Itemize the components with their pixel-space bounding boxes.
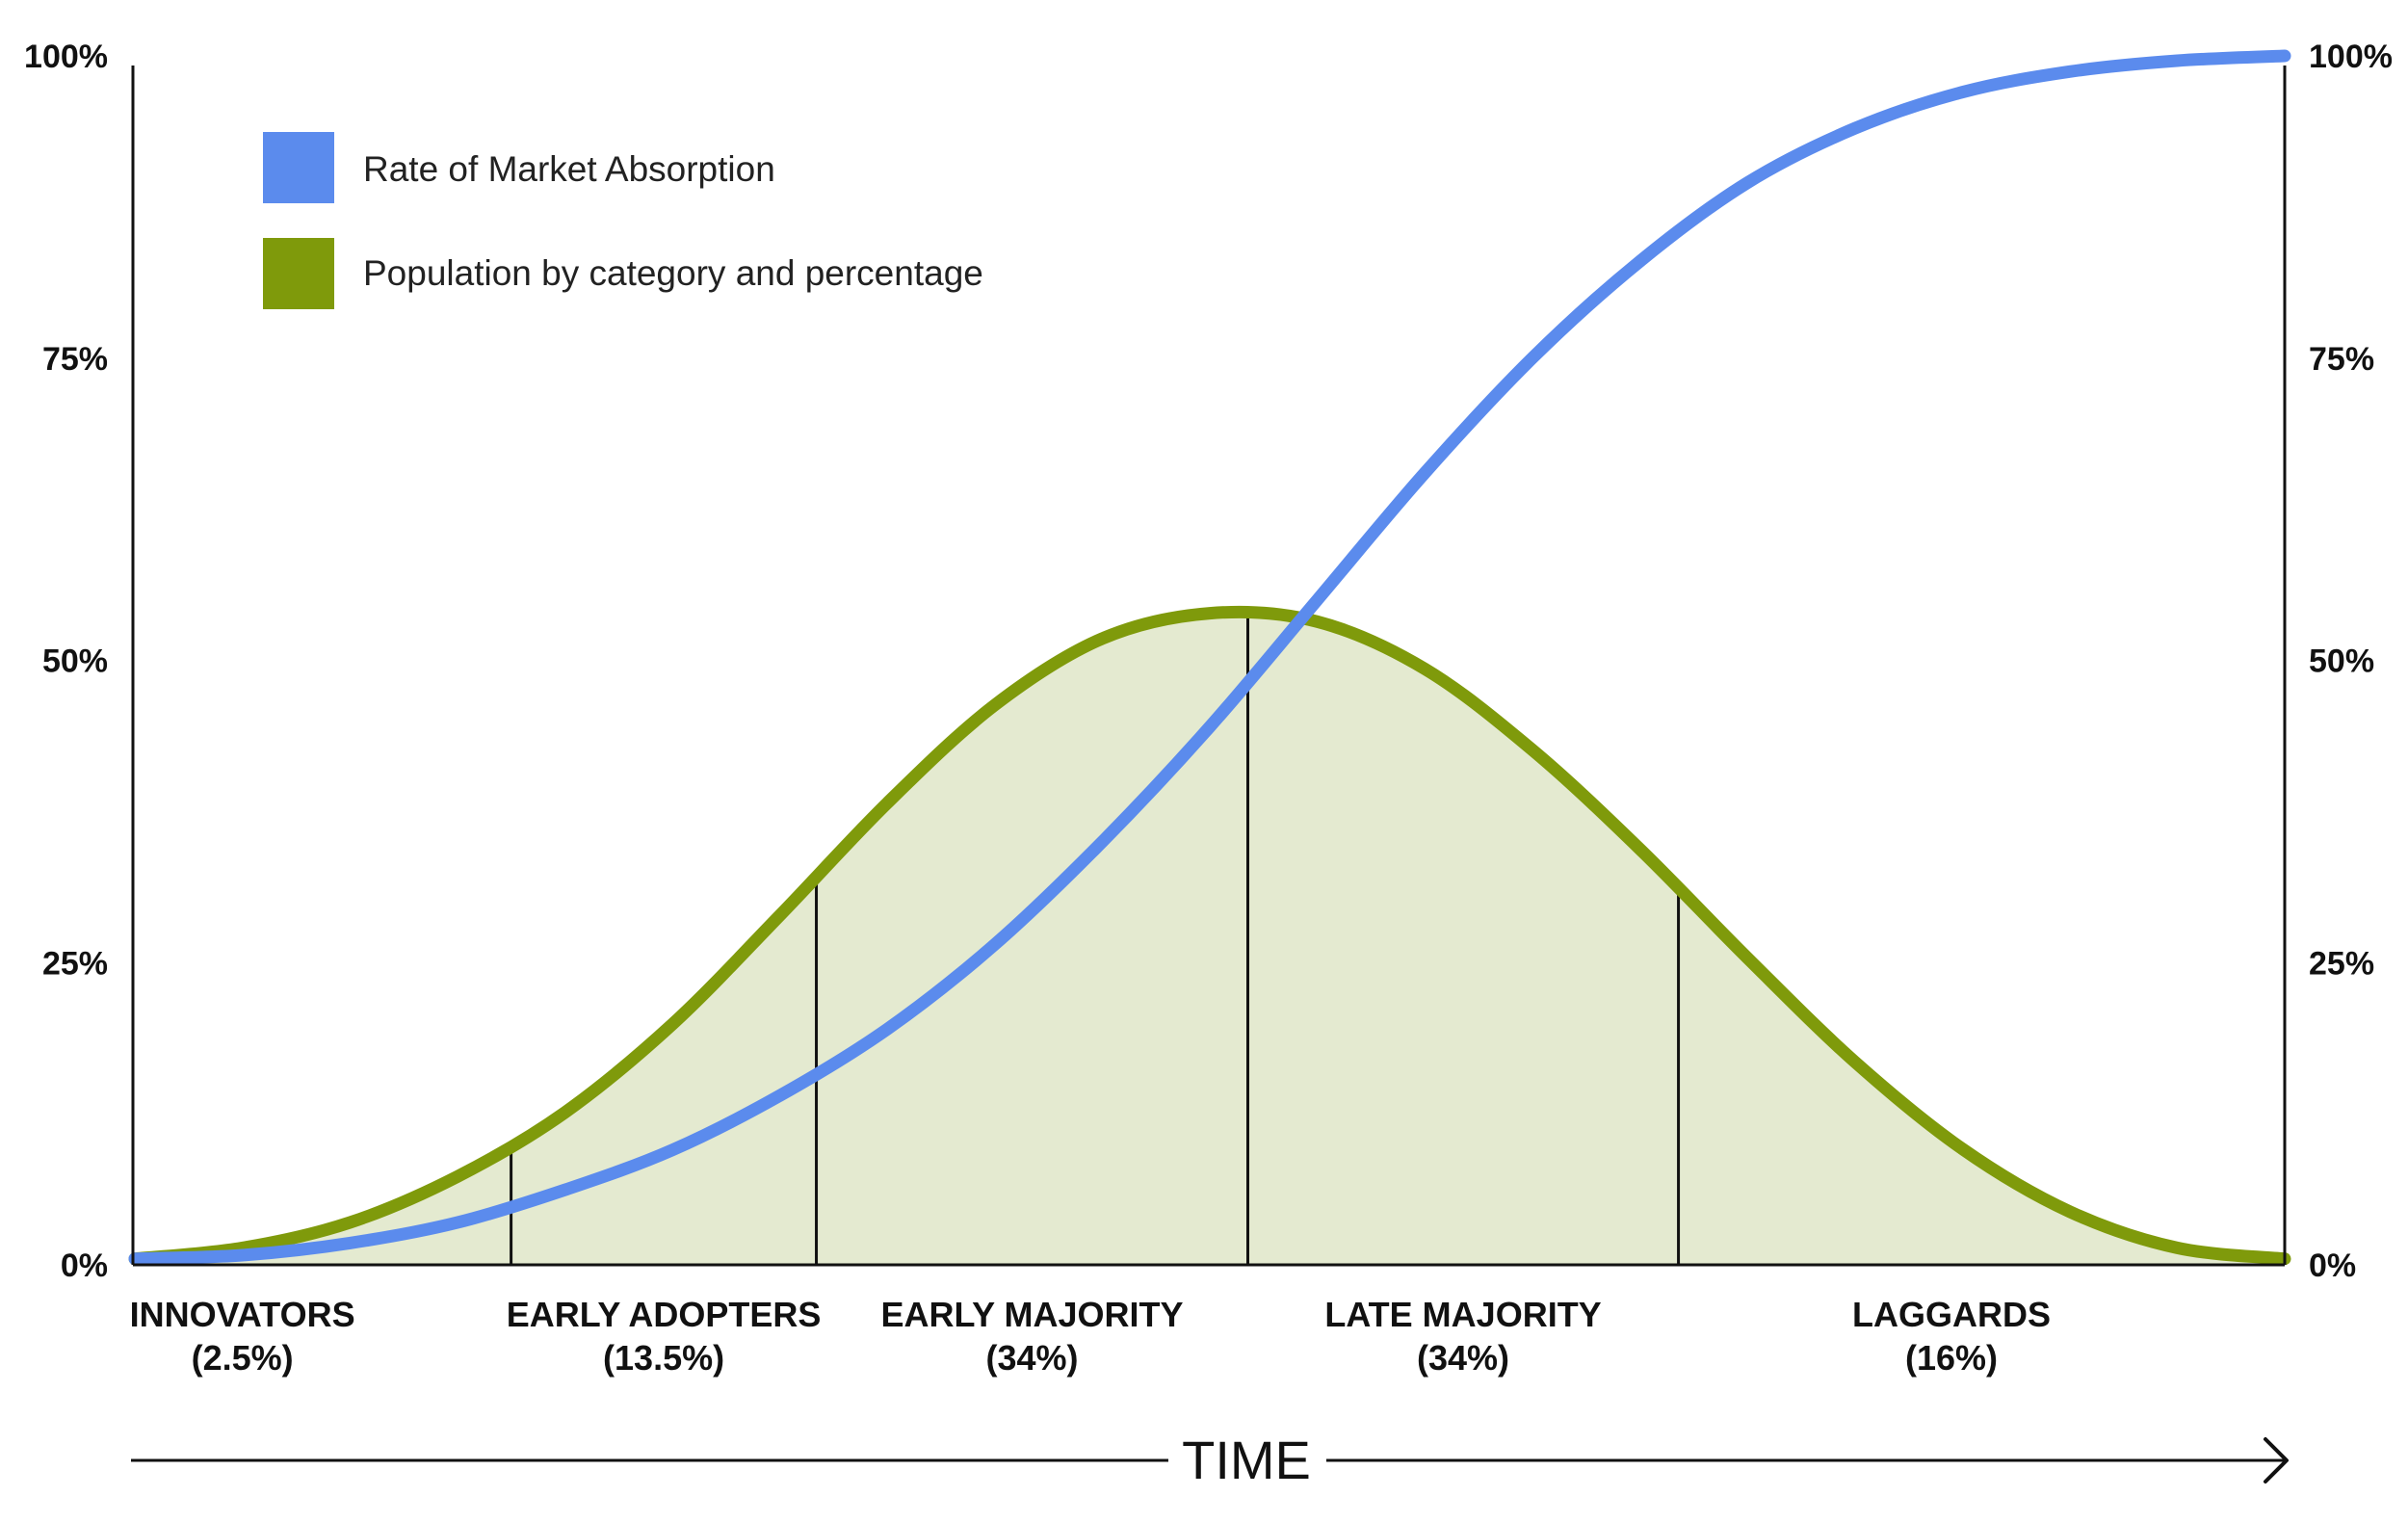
- y-tick-left-0: 0%: [61, 1247, 108, 1284]
- legend-label-population: Population by category and percentage: [363, 253, 983, 293]
- legend-swatch-absorption: [263, 132, 334, 203]
- y-tick-right-0: 0%: [2309, 1247, 2356, 1284]
- legend-label-absorption: Rate of Market Absorption: [363, 149, 775, 189]
- category-name-2: EARLY MAJORITY: [880, 1295, 1183, 1334]
- y-tick-left-50: 50%: [42, 643, 108, 680]
- left-tick-labels: 0% 25% 50% 75% 100%: [24, 39, 108, 1284]
- category-name-0: INNOVATORS: [130, 1295, 355, 1334]
- y-tick-left-75: 75%: [42, 341, 108, 378]
- y-tick-left-25: 25%: [42, 945, 108, 982]
- category-name-1: EARLY ADOPTERS: [507, 1295, 822, 1334]
- population-area-fill: [135, 612, 2285, 1265]
- category-name-3: LATE MAJORITY: [1324, 1295, 1601, 1334]
- y-tick-left-100: 100%: [24, 39, 108, 75]
- category-share-0: (2.5%): [192, 1338, 294, 1378]
- category-share-3: (34%): [1417, 1338, 1509, 1378]
- absorption-curve-line: [128, 49, 2291, 1266]
- y-tick-right-50: 50%: [2309, 643, 2374, 680]
- category-labels: INNOVATORS (2.5%) EARLY ADOPTERS (13.5%) EAR…: [130, 1295, 2051, 1378]
- y-tick-right-100: 100%: [2309, 39, 2393, 75]
- population-curve-line: [128, 605, 2291, 1266]
- y-tick-right-25: 25%: [2309, 945, 2374, 982]
- time-axis: TIME: [131, 1430, 2289, 1490]
- y-tick-right-75: 75%: [2309, 341, 2374, 378]
- category-boundaries: [510, 616, 1681, 1265]
- category-share-4: (16%): [1905, 1338, 1998, 1378]
- legend-swatch-population: [263, 238, 334, 309]
- category-share-2: (34%): [986, 1338, 1079, 1378]
- right-tick-labels: 0% 25% 50% 75% 100%: [2309, 39, 2393, 1284]
- category-share-1: (13.5%): [603, 1338, 724, 1378]
- category-name-4: LAGGARDS: [1852, 1295, 2051, 1334]
- time-arrowhead-icon: [2264, 1437, 2289, 1484]
- time-axis-label: TIME: [1182, 1430, 1311, 1490]
- legend: Rate of Market Absorption Population by …: [263, 132, 983, 309]
